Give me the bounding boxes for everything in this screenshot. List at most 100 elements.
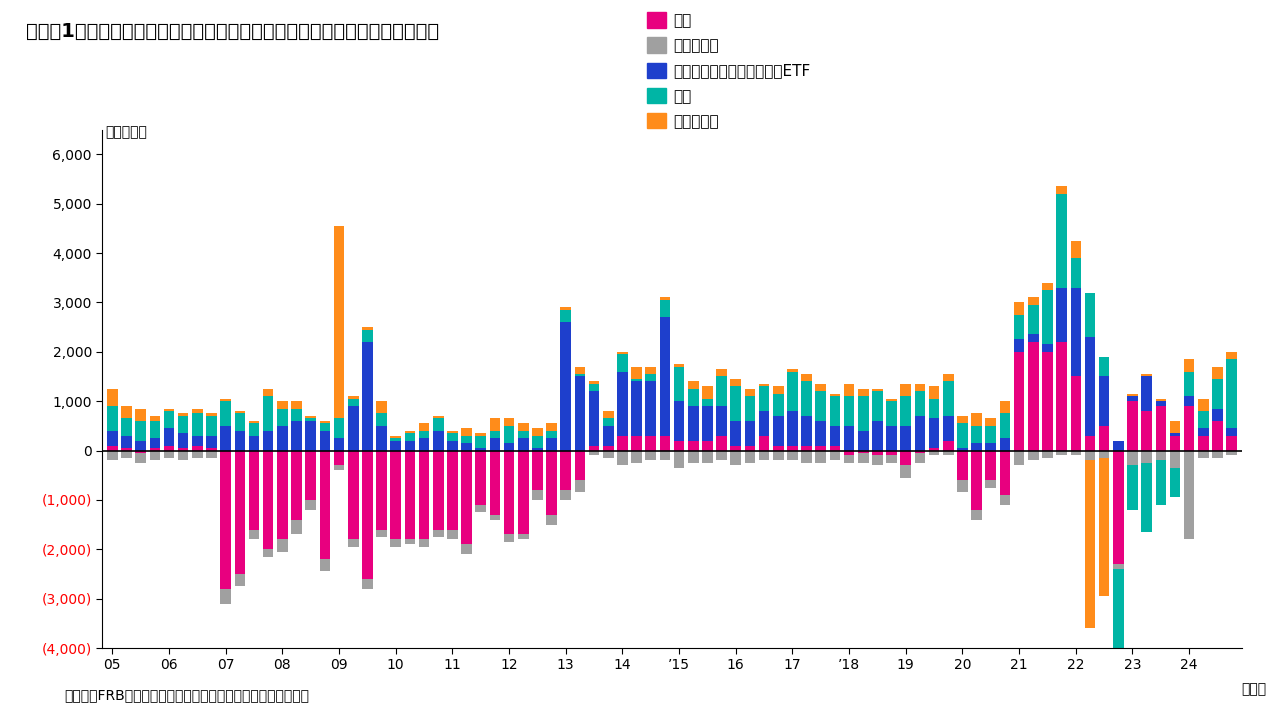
Bar <box>489 438 500 451</box>
Bar <box>1156 406 1166 451</box>
Bar <box>773 451 783 460</box>
Bar <box>1098 356 1110 377</box>
Bar <box>504 418 515 426</box>
Bar <box>731 421 741 446</box>
Bar <box>673 401 685 441</box>
Bar <box>858 451 869 453</box>
Bar <box>929 448 940 451</box>
Bar <box>1056 186 1068 194</box>
Bar <box>447 451 458 529</box>
Bar <box>687 406 699 441</box>
Bar <box>1170 421 1180 433</box>
Bar <box>276 408 288 426</box>
Bar <box>1184 451 1194 539</box>
Bar <box>292 421 302 451</box>
Bar <box>603 451 613 458</box>
Bar <box>1056 451 1068 456</box>
Bar <box>419 539 429 546</box>
Bar <box>844 451 855 456</box>
Bar <box>262 431 274 451</box>
Bar <box>1028 297 1038 305</box>
Bar <box>589 446 599 451</box>
Bar <box>1198 411 1208 428</box>
Bar <box>645 374 657 382</box>
Bar <box>306 421 316 451</box>
Bar <box>334 438 344 451</box>
Bar <box>1226 359 1236 428</box>
Bar <box>631 379 641 382</box>
Bar <box>334 226 344 418</box>
Bar <box>276 451 288 539</box>
Bar <box>703 406 713 441</box>
Bar <box>206 413 216 416</box>
Bar <box>886 399 897 401</box>
Bar <box>673 364 685 366</box>
Bar <box>1212 366 1222 379</box>
Bar <box>248 451 260 529</box>
Bar <box>801 451 812 463</box>
Bar <box>575 374 585 377</box>
Bar <box>206 451 216 458</box>
Bar <box>1098 451 1110 458</box>
Bar <box>248 421 260 423</box>
Bar <box>915 384 925 391</box>
Bar <box>362 330 372 342</box>
Bar <box>518 451 529 534</box>
Bar <box>872 456 883 465</box>
Bar <box>915 416 925 451</box>
Bar <box>1128 401 1138 451</box>
Bar <box>759 451 769 460</box>
Bar <box>943 382 954 416</box>
Bar <box>320 431 330 451</box>
Bar <box>1084 292 1096 337</box>
Bar <box>1014 451 1024 465</box>
Bar <box>504 534 515 542</box>
Bar <box>518 438 529 451</box>
Bar <box>1084 460 1096 629</box>
Bar <box>547 438 557 451</box>
Bar <box>687 389 699 406</box>
Bar <box>717 436 727 451</box>
Bar <box>801 374 812 382</box>
Bar <box>929 418 940 448</box>
Bar <box>815 391 826 421</box>
Bar <box>306 416 316 418</box>
Bar <box>1042 451 1052 458</box>
Bar <box>475 505 486 512</box>
Bar <box>547 431 557 438</box>
Bar <box>150 416 160 421</box>
Bar <box>631 451 641 463</box>
Bar <box>292 401 302 408</box>
Bar <box>575 366 585 374</box>
Bar <box>900 426 911 451</box>
Bar <box>745 446 755 451</box>
Bar <box>589 391 599 446</box>
Bar <box>1084 451 1096 460</box>
Bar <box>461 451 472 544</box>
Bar <box>489 418 500 431</box>
Bar <box>886 401 897 426</box>
Bar <box>262 549 274 557</box>
Bar <box>376 413 387 426</box>
Bar <box>787 451 797 460</box>
Bar <box>900 396 911 426</box>
Bar <box>745 421 755 446</box>
Bar <box>829 451 840 460</box>
Bar <box>1184 359 1194 372</box>
Bar <box>1000 451 1010 495</box>
Bar <box>1212 421 1222 451</box>
Bar <box>136 408 146 421</box>
Bar <box>136 441 146 451</box>
Bar <box>306 451 316 500</box>
Bar <box>532 490 543 500</box>
Bar <box>659 318 671 436</box>
Bar <box>645 451 657 460</box>
Bar <box>1198 399 1208 411</box>
Bar <box>631 436 641 451</box>
Bar <box>461 428 472 436</box>
Bar <box>164 446 174 451</box>
Bar <box>575 480 585 492</box>
Bar <box>617 352 627 354</box>
Bar <box>829 394 840 396</box>
Bar <box>1170 433 1180 436</box>
